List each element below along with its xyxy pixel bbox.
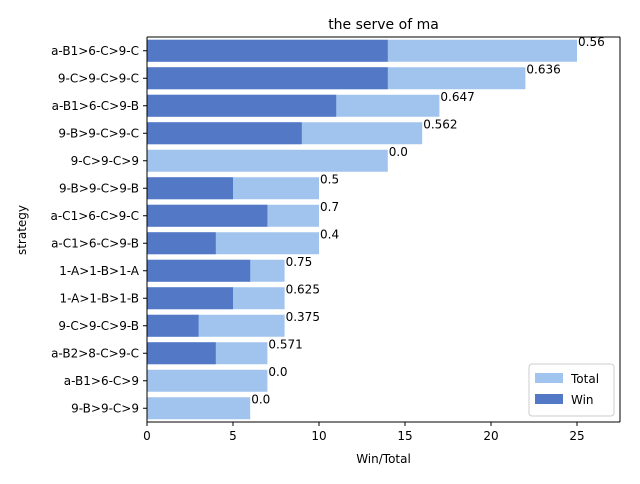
legend-label-win: Win [571,393,594,407]
y-tick-label-0: a-B1>6-C>9-C [51,44,139,58]
data-label-7: 0.4 [320,227,339,241]
data-label-0: 0.56 [578,35,605,49]
y-tick-label-12: a-B1>6-C>9 [64,374,139,388]
bar-win-3 [147,122,302,145]
y-tick-label-5: 9-B>9-C>9-B [59,181,139,195]
x-tick-label-1: 5 [229,429,237,443]
bar-win-10 [147,314,199,337]
data-label-4: 0.0 [389,145,408,159]
bar-win-0 [147,39,388,62]
data-label-8: 0.75 [286,255,313,269]
y-tick-label-3: 9-B>9-C>9-C [58,126,139,140]
data-label-5: 0.5 [320,172,339,186]
legend-label-total: Total [570,372,599,386]
data-label-10: 0.375 [286,310,320,324]
y-tick-label-7: a-C1>6-C>9-B [51,236,139,250]
data-label-11: 0.571 [268,337,302,351]
legend-swatch-total [535,373,563,383]
data-label-12: 0.0 [268,365,287,379]
y-tick-label-1: 9-C>9-C>9-C [58,71,139,85]
data-label-13: 0.0 [251,392,270,406]
data-label-9: 0.625 [286,282,320,296]
data-label-6: 0.7 [320,200,339,214]
legend-swatch-win [535,394,563,404]
bar-total-13 [147,397,251,420]
x-tick-label-0: 0 [143,429,151,443]
y-tick-label-4: 9-C>9-C>9 [71,154,139,168]
bar-win-5 [147,177,233,200]
bar-win-6 [147,204,268,227]
bar-win-8 [147,259,251,282]
y-tick-label-8: 1-A>1-B>1-A [59,264,139,278]
y-tick-label-10: 9-C>9-C>9-B [58,319,139,333]
bar-total-4 [147,149,388,172]
bar-win-9 [147,287,233,310]
bar-win-7 [147,232,216,255]
legend: Total Win [528,363,615,417]
x-tick-label-3: 15 [397,429,412,443]
x-axis-label: Win/Total [356,452,411,466]
x-tick-label-4: 20 [483,429,498,443]
data-label-3: 0.562 [423,117,457,131]
x-tick-label-2: 10 [311,429,326,443]
axes [146,36,621,423]
data-label-2: 0.647 [440,90,474,104]
bars [147,39,577,420]
chart-title: the serve of ma [328,17,439,33]
y-tick-label-9: 1-A>1-B>1-B [59,291,139,305]
x-tick-label-5: 25 [569,429,584,443]
y-tick-label-13: 9-B>9-C>9 [71,401,139,415]
y-tick-label-2: a-B1>6-C>9-B [52,99,139,113]
y-tick-label-6: a-C1>6-C>9-C [51,209,140,223]
y-axis-label: strategy [15,205,29,255]
bar-win-2 [147,94,337,117]
bar-win-11 [147,342,216,365]
ticks: 0 5 10 15 20 25 a-B1>6-C>9-C 9-C>9-C>9-C a-B1>6-… [51,44,585,443]
bar-win-1 [147,67,388,90]
data-label-1: 0.636 [526,62,560,76]
y-tick-label-11: a-B2>8-C>9-C [51,346,139,360]
data-labels: 0.56 0.636 0.647 0.562 0.0 0.5 0.7 0.4 0.75 0.625… [251,35,605,407]
bar-total-12 [147,369,268,392]
